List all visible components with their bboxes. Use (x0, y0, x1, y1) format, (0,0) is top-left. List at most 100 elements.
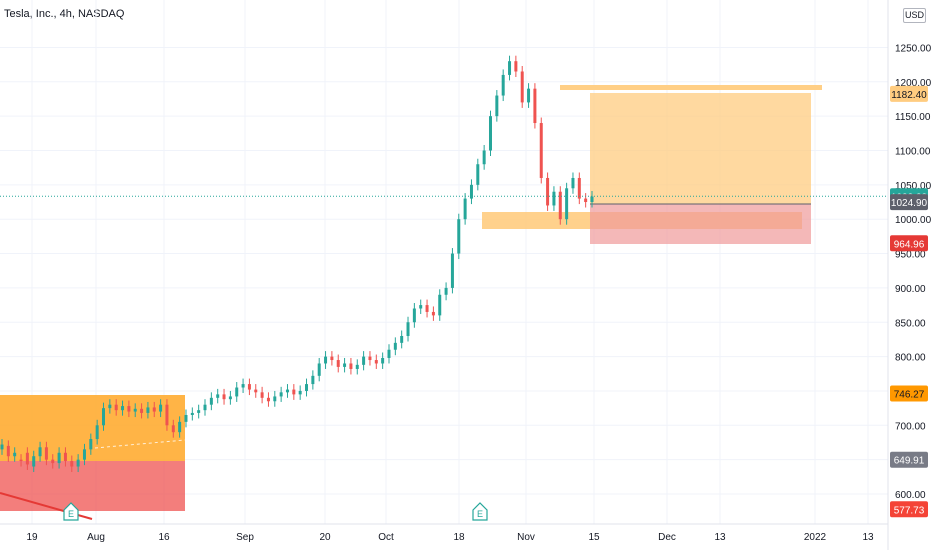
candle-body (400, 335, 404, 343)
chart-title: Tesla, Inc., 4h, NASDAQ (4, 8, 125, 20)
candle-body (82, 449, 86, 460)
candle-body (476, 164, 480, 185)
candle-body (514, 61, 518, 72)
price-tag-label: 1182.40 (891, 90, 927, 101)
currency-selector[interactable]: USD (903, 8, 926, 23)
candle-body (32, 456, 36, 467)
time-tick-label: Oct (378, 532, 394, 543)
price-tick-label: 900.00 (895, 284, 926, 295)
price-tag-label: 577.73 (894, 505, 925, 516)
candle-body (152, 407, 156, 412)
candle-body (558, 191, 562, 220)
candle-body (51, 459, 55, 464)
earnings-marker-2[interactable]: E (472, 502, 488, 521)
candle-body (355, 364, 359, 369)
candle-body (393, 342, 397, 350)
candle-body (317, 363, 321, 376)
candle-body (438, 294, 442, 316)
candle-body (501, 74, 505, 96)
candle-body (362, 356, 366, 365)
earnings-marker-label: E (477, 509, 483, 519)
price-tick-label: 1000.00 (895, 215, 932, 226)
candle-body (216, 394, 220, 398)
candle-body (184, 414, 188, 422)
candle-body (63, 452, 67, 462)
candle-body (469, 184, 473, 199)
candle-body (450, 253, 454, 288)
time-tick-label: 2022 (804, 532, 827, 543)
candle-body (590, 196, 594, 203)
candle-body (444, 287, 448, 295)
candle-body (577, 177, 581, 199)
price-tick-label: 1100.00 (895, 147, 931, 158)
time-tick-label: 16 (158, 532, 170, 543)
time-tick-label: 13 (862, 532, 874, 543)
candle-body (127, 406, 131, 412)
price-tick-label: 1150.00 (895, 112, 931, 123)
time-tick-label: Sep (236, 532, 254, 543)
time-tick-label: Dec (658, 532, 676, 543)
candle-body (552, 191, 556, 206)
candle-body (292, 389, 296, 395)
profit-target-zone (590, 93, 811, 204)
candle-body (279, 392, 283, 397)
candle-body (13, 452, 17, 457)
candle-body (412, 308, 416, 323)
candle-body (336, 360, 340, 367)
time-tick-label: Aug (87, 532, 105, 543)
price-tick-label: 1050.00 (895, 181, 932, 192)
candle-body (368, 356, 372, 361)
time-tick-label: 18 (453, 532, 465, 543)
time-tick-label: Nov (517, 532, 535, 543)
candle-body (44, 447, 48, 460)
candle-body (197, 410, 201, 413)
time-tick-label: 15 (588, 532, 600, 543)
candle-body (374, 360, 378, 364)
candle-body (431, 311, 435, 316)
price-tag: 649.91 (890, 451, 928, 468)
candle-body (565, 188, 569, 220)
candle-body (140, 408, 144, 413)
candle-body (463, 198, 467, 220)
candle-body (235, 387, 239, 397)
candle-body (114, 404, 118, 411)
candle-body (76, 459, 80, 467)
price-tag: 577.73 (890, 501, 928, 518)
candle-body (546, 177, 550, 206)
candle-body (419, 305, 423, 309)
candle-body (305, 384, 309, 391)
price-axis[interactable]: 600.00650.00700.00750.00800.00850.00900.… (895, 43, 932, 501)
price-tag-label: 649.91 (894, 456, 925, 467)
candle-body (406, 322, 410, 336)
candle-body (311, 375, 315, 385)
candle-body (349, 363, 353, 369)
earnings-marker-1[interactable]: E (63, 502, 79, 521)
candle-body (6, 445, 10, 457)
candle-body (228, 396, 232, 400)
time-tick-label: 13 (714, 532, 726, 543)
price-tag-label: 1024.90 (891, 198, 928, 209)
candle-body (203, 404, 207, 411)
earnings-marker-label: E (68, 509, 74, 519)
candle-body (19, 459, 23, 462)
candle-body (133, 408, 137, 412)
candle-body (25, 452, 29, 465)
candle-body (533, 88, 537, 124)
candle-body (457, 219, 461, 254)
time-axis[interactable]: 19 Aug 16 Sep 20 Oct 18 Nov 15 Dec 13 2022 13 (26, 532, 874, 543)
stop-loss-zone (590, 204, 811, 244)
candle-body (102, 408, 106, 426)
candle-body (520, 71, 524, 103)
candle-body (527, 88, 531, 103)
price-tick-label: 1200.00 (895, 78, 932, 89)
candle-body (108, 404, 112, 409)
candle-body (121, 406, 125, 411)
candle-body (254, 389, 258, 393)
candle-body (343, 363, 347, 367)
candle-body (178, 421, 182, 433)
candle-body (190, 412, 194, 415)
candle-body (260, 392, 264, 398)
candle-body (57, 452, 61, 464)
price-tick-label: 1250.00 (895, 43, 932, 54)
